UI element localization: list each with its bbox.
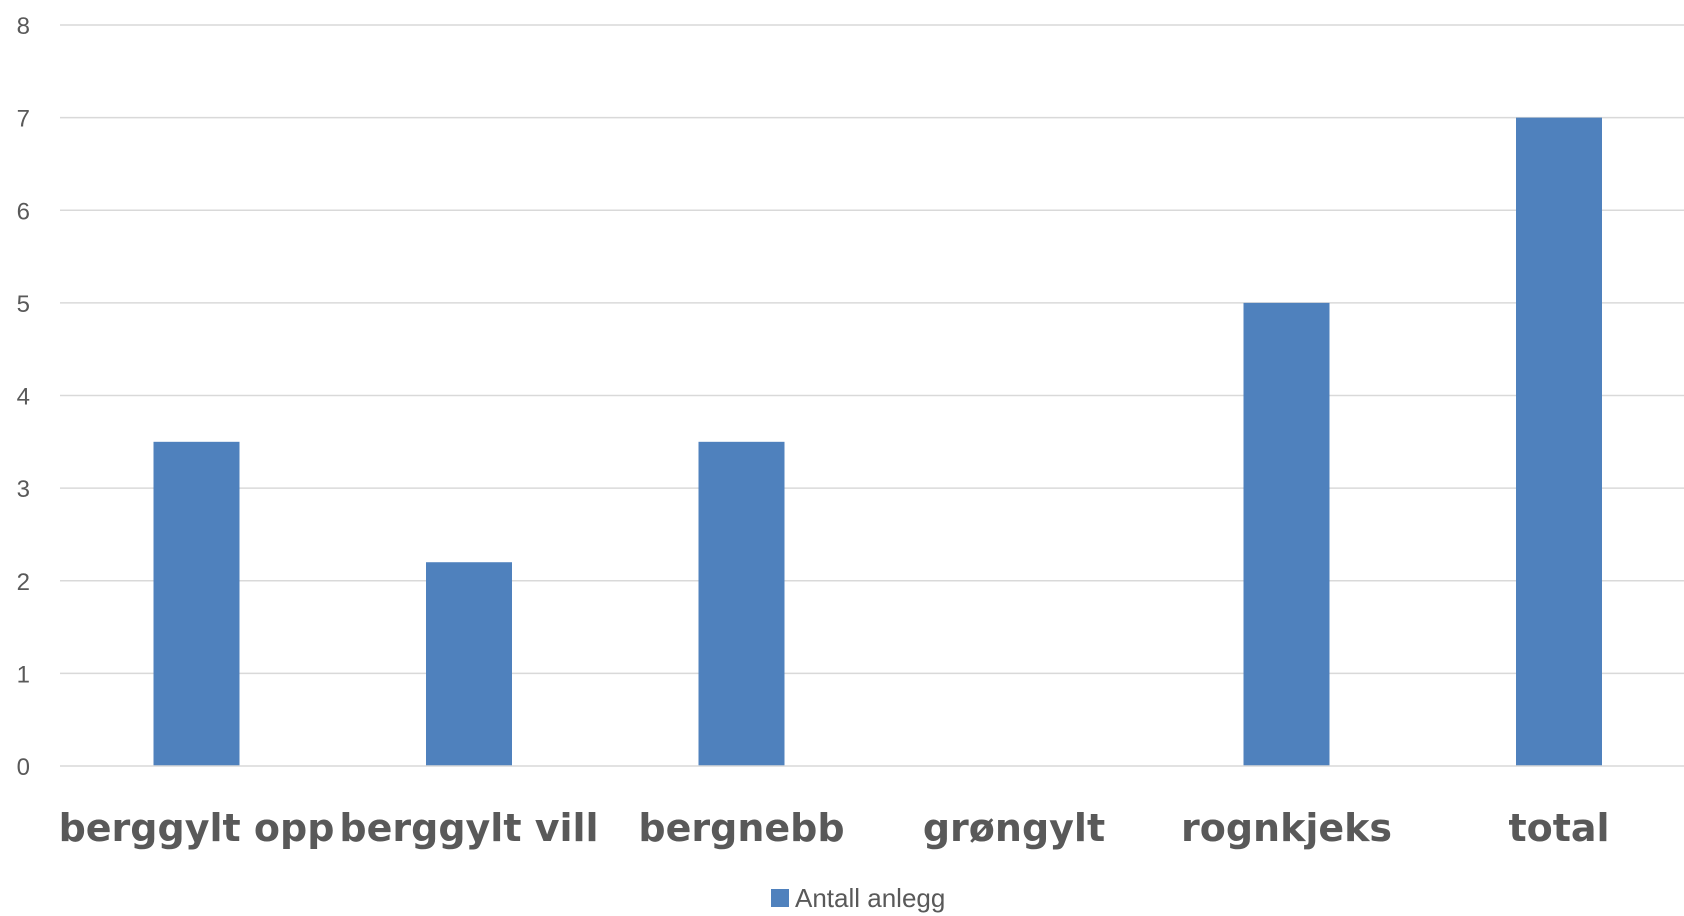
y-tick-label: 7 (17, 106, 30, 133)
legend-swatch (771, 889, 789, 907)
y-tick-label: 5 (17, 291, 30, 318)
legend: Antall anlegg (771, 883, 945, 913)
bar-berggylt-opp (153, 441, 240, 766)
gridlines (60, 24, 1684, 675)
x-axis-labels: berggylt opp berggylt vill bergnebb grøngyl… (59, 806, 1610, 850)
x-category-label: grøngylt (923, 806, 1105, 850)
bar-berggylt-vill (426, 562, 512, 766)
y-axis-ticks: 0 1 2 3 4 5 6 7 8 (17, 13, 30, 781)
y-tick-label: 3 (17, 476, 30, 503)
y-tick-label: 0 (17, 754, 30, 781)
legend-label: Antall anlegg (795, 883, 945, 913)
x-category-label: berggylt opp (59, 806, 335, 850)
y-tick-label: 1 (17, 661, 30, 688)
bars (153, 117, 1602, 766)
y-tick-label: 4 (17, 384, 30, 411)
y-tick-label: 8 (17, 13, 30, 40)
x-category-label: berggylt vill (339, 806, 598, 850)
x-category-label: total (1508, 806, 1609, 850)
y-tick-label: 2 (17, 569, 30, 596)
x-category-label: rognkjeks (1181, 806, 1392, 850)
bar-rognkjeks (1243, 302, 1330, 766)
bar-bergnebb (698, 441, 785, 766)
y-tick-label: 6 (17, 198, 30, 225)
x-category-label: bergnebb (638, 806, 844, 850)
bar-total (1516, 117, 1602, 766)
